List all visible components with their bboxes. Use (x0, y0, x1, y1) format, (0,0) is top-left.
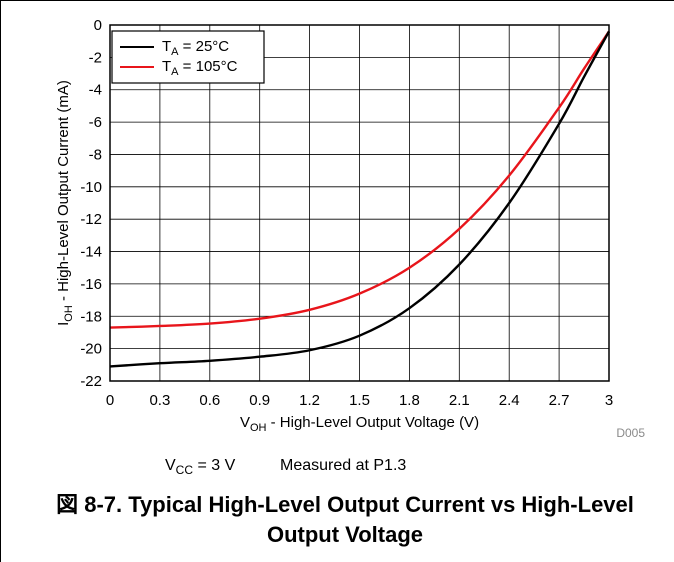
x-tick-label: 0 (106, 392, 114, 409)
y-tick-label: -16 (80, 276, 102, 293)
left-border (0, 0, 1, 562)
y-tick-label: -20 (80, 341, 102, 358)
x-tick-label: 1.5 (349, 392, 370, 409)
y-tick-label: 0 (94, 17, 102, 34)
plot-frame (109, 24, 610, 382)
x-tick-label: 2.1 (449, 392, 470, 409)
legend-box (111, 30, 265, 84)
figure-code: D005 (616, 426, 645, 440)
y-tick-label: -10 (80, 179, 102, 196)
y-tick-label: -14 (80, 244, 102, 261)
x-tick-labels: 0 0.3 0.6 0.9 1.2 1.5 1.8 2.1 2.4 2.7 3 (106, 392, 613, 409)
y-tick-label: -22 (80, 373, 102, 390)
x-tick-label: 2.7 (549, 392, 570, 409)
series-line-105c (109, 30, 610, 329)
legend: TA = 25°C TA = 105°C (111, 30, 265, 84)
y-tick-label: -12 (80, 211, 102, 228)
y-tick-label: -4 (89, 82, 102, 99)
y-tick-label: -2 (89, 49, 102, 66)
x-tick-label: 1.8 (399, 392, 420, 409)
x-tick-label: 0.6 (199, 392, 220, 409)
y-tick-label: -6 (89, 114, 102, 131)
x-tick-label: 0.3 (149, 392, 170, 409)
x-tick-label: 1.2 (299, 392, 320, 409)
y-axis-label: IOH - High-Level Output Current (mA) (55, 80, 75, 326)
x-tick-label: 0.9 (249, 392, 270, 409)
x-axis-label: VOH - High-Level Output Voltage (V) (240, 414, 479, 434)
condition-vcc: VCC = 3 V (165, 457, 236, 477)
series-line-25c (109, 30, 611, 368)
y-tick-label: -18 (80, 308, 102, 325)
series-layer (109, 30, 611, 368)
x-tick-label: 3 (605, 392, 613, 409)
y-tick-labels: 0 -2 -4 -6 -8 -10 -12 -14 -16 -18 -20 -22 (80, 17, 102, 390)
x-tick-label: 2.4 (499, 392, 520, 409)
top-border (0, 0, 674, 1)
condition-measured: Measured at P1.3 (280, 457, 406, 474)
y-tick-label: -8 (89, 146, 102, 163)
legend-label-105c: TA = 105°C (162, 58, 238, 78)
legend-label-25c: TA = 25°C (162, 38, 229, 58)
chart: 0 0.3 0.6 0.9 1.2 1.5 1.8 2.1 2.4 2.7 3 0 -2 -4 -6 -8 -… (55, 17, 645, 477)
figure-caption: 図 8-7. Typical High-Level Output Current… (56, 492, 634, 547)
